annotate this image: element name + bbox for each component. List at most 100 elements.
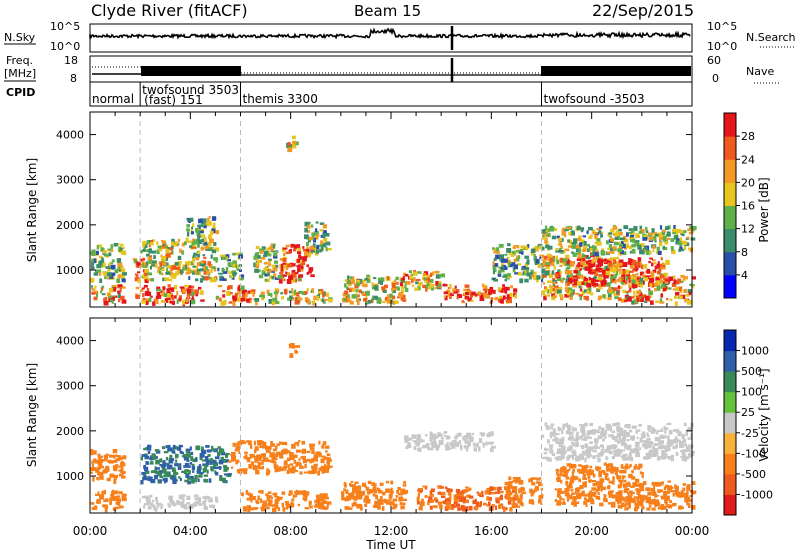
range-cell bbox=[259, 490, 264, 494]
range-cell bbox=[96, 244, 99, 250]
range-cell bbox=[195, 278, 199, 282]
range-cell bbox=[600, 448, 604, 452]
range-cell bbox=[596, 241, 602, 246]
range-cell bbox=[647, 445, 652, 449]
range-cell bbox=[379, 482, 384, 486]
range-cell bbox=[458, 497, 462, 502]
range-cell bbox=[285, 506, 288, 510]
range-cell bbox=[590, 246, 593, 249]
range-cell bbox=[297, 258, 300, 263]
range-cell bbox=[639, 225, 642, 230]
range-cell bbox=[322, 441, 327, 445]
range-cell bbox=[381, 506, 385, 511]
range-cell bbox=[574, 476, 579, 480]
range-cell bbox=[590, 502, 595, 505]
range-cell bbox=[592, 245, 597, 250]
range-cell bbox=[613, 287, 618, 292]
range-cell bbox=[460, 444, 463, 450]
range-cell bbox=[291, 443, 296, 449]
range-cell bbox=[426, 278, 431, 281]
range-cell bbox=[206, 220, 212, 226]
range-cell bbox=[320, 498, 325, 502]
range-cell bbox=[177, 255, 182, 261]
range-cell bbox=[302, 459, 308, 464]
range-cell bbox=[114, 477, 117, 480]
range-cell bbox=[595, 429, 600, 434]
range-cell bbox=[231, 452, 236, 457]
range-cell bbox=[623, 429, 627, 435]
range-cell bbox=[532, 477, 538, 480]
range-cell bbox=[136, 265, 140, 268]
range-cell bbox=[246, 497, 252, 501]
range-cell bbox=[161, 256, 167, 259]
range-cell bbox=[241, 293, 246, 298]
range-cell bbox=[321, 455, 326, 458]
range-cell bbox=[206, 270, 210, 275]
range-cell bbox=[297, 247, 302, 252]
range-cell bbox=[162, 478, 167, 482]
range-cell bbox=[647, 425, 652, 430]
range-cell bbox=[476, 491, 479, 494]
range-cell bbox=[617, 235, 620, 240]
range-cell bbox=[572, 451, 577, 456]
range-cell bbox=[566, 266, 571, 269]
range-cell bbox=[402, 484, 407, 487]
range-cell bbox=[679, 295, 683, 300]
range-cell bbox=[349, 300, 354, 305]
range-cell bbox=[531, 482, 536, 486]
range-cell bbox=[234, 449, 239, 452]
range-cell bbox=[421, 498, 424, 503]
range-cell bbox=[645, 250, 651, 255]
range-cell bbox=[356, 503, 361, 509]
range-cell bbox=[425, 434, 428, 437]
colorbar-tick-label: 500 bbox=[741, 365, 762, 378]
range-cell bbox=[598, 470, 602, 476]
range-cell bbox=[147, 505, 152, 510]
colorbar-tick-label: 12 bbox=[741, 223, 755, 236]
range-cell bbox=[503, 507, 506, 513]
range-cell bbox=[531, 501, 535, 505]
range-cell bbox=[668, 276, 673, 281]
range-cell bbox=[275, 294, 278, 298]
range-cell bbox=[581, 450, 587, 456]
range-cell bbox=[150, 470, 156, 474]
range-cell bbox=[561, 227, 566, 232]
range-cell bbox=[586, 493, 592, 497]
range-cell bbox=[688, 291, 692, 296]
colorbar-step bbox=[724, 113, 736, 137]
range-cell bbox=[371, 295, 375, 301]
range-cell bbox=[347, 507, 353, 510]
range-cell bbox=[453, 498, 459, 504]
range-cell bbox=[610, 469, 615, 474]
range-cell bbox=[663, 486, 667, 491]
range-cell bbox=[691, 505, 696, 510]
range-cell bbox=[657, 232, 663, 238]
range-cell bbox=[630, 485, 635, 488]
range-cell bbox=[210, 466, 213, 471]
range-cell bbox=[555, 249, 560, 253]
range-cell bbox=[514, 493, 518, 497]
range-cell bbox=[607, 297, 612, 301]
range-cell bbox=[206, 449, 212, 453]
range-cell bbox=[512, 477, 517, 480]
range-cell bbox=[219, 475, 223, 478]
range-cell bbox=[516, 245, 520, 249]
range-cell bbox=[301, 440, 306, 445]
range-cell bbox=[687, 289, 692, 294]
range-cell bbox=[635, 429, 638, 434]
range-cell bbox=[171, 477, 177, 481]
range-cell bbox=[577, 237, 582, 242]
range-cell bbox=[199, 453, 205, 458]
range-cell bbox=[434, 270, 440, 274]
range-cell bbox=[402, 276, 405, 280]
range-cell bbox=[593, 273, 596, 277]
range-cell bbox=[567, 281, 570, 286]
range-cell bbox=[143, 284, 148, 288]
range-cell bbox=[673, 235, 679, 240]
range-cell bbox=[559, 456, 562, 461]
range-cell bbox=[675, 240, 679, 245]
range-cell bbox=[634, 478, 640, 483]
range-cell bbox=[140, 250, 143, 254]
range-cell bbox=[617, 285, 621, 289]
range-cell bbox=[567, 278, 573, 283]
